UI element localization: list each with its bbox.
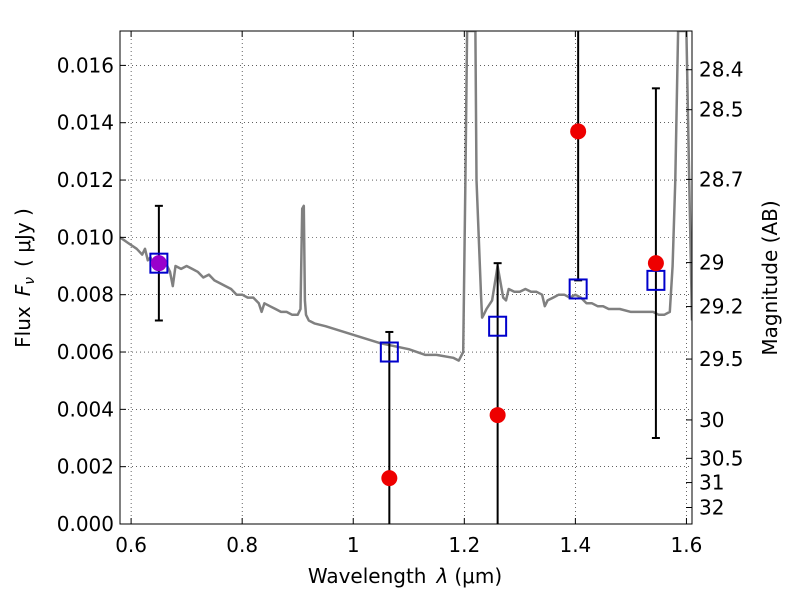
y-axis-label: Flux Fν ( μJy ) (11, 208, 38, 348)
circle-marker (381, 470, 398, 487)
y2-tick-label: 29.2 (699, 295, 744, 319)
y-tick-label: 0.010 (57, 225, 114, 249)
x-tick-label: 0.6 (115, 533, 147, 557)
y-tick-label: 0.008 (57, 283, 114, 307)
y-tick-label: 0.012 (57, 168, 114, 192)
x-axis-label-symbol: λ (436, 564, 449, 588)
spectrum-line (120, 31, 692, 362)
x-tick-label: 1.2 (448, 533, 480, 557)
square-marker (149, 252, 169, 274)
y2-tick-label: 29.5 (699, 347, 744, 371)
axis-labels: Wavelength λ (μm) Flux Fν ( μJy ) Magnitude … (11, 200, 782, 588)
y-tick-label: 0.006 (57, 340, 114, 364)
y-axis-label-subscript: ν (22, 277, 38, 285)
model-spectrum (120, 31, 692, 362)
circle-marker (570, 123, 587, 140)
y-tick-label: 0.002 (57, 455, 114, 479)
ticks: 0.6 0.8 1 1.2 1.4 1.6 0.000 0.002 0.004 0.006 0.00… (57, 31, 744, 557)
square-marker (379, 341, 399, 363)
y2-tick-label: 28.4 (699, 58, 744, 82)
y-axis-label-text: Flux (11, 306, 35, 348)
circle-marker (647, 255, 664, 272)
y2-tick-label: 32 (699, 496, 724, 520)
x-axis-label-unit: (μm) (454, 564, 502, 588)
y2-axis-label: Magnitude (AB) (758, 200, 782, 355)
circle-marker (489, 407, 506, 424)
x-tick-label: 1.6 (671, 533, 703, 557)
y2-tick-label: 29 (699, 251, 724, 275)
y-tick-label: 0.000 (57, 512, 114, 536)
y-axis-label-unit: ( μJy ) (11, 208, 35, 267)
y2-tick-label: 30.5 (699, 446, 744, 470)
y-tick-label: 0.004 (57, 397, 114, 421)
square-marker (568, 278, 588, 300)
y-tick-label: 0.014 (57, 111, 114, 135)
x-axis-label-text: Wavelength (308, 564, 427, 588)
plot-frame (119, 30, 693, 525)
y-tick-label: 0.016 (57, 53, 114, 77)
y2-tick-label: 31 (699, 471, 724, 495)
y2-tick-label: 28.7 (699, 167, 744, 191)
x-axis-label: Wavelength λ (μm) (308, 564, 502, 588)
data-markers (149, 123, 666, 487)
x-tick-label: 1.4 (559, 533, 591, 557)
x-tick-label: 0.8 (226, 533, 258, 557)
y2-tick-label: 28.5 (699, 98, 744, 122)
y2-tick-label: 30 (699, 408, 724, 432)
y-axis-label-symbol: F (11, 284, 35, 296)
circle-marker (150, 255, 167, 272)
square-marker (488, 315, 508, 337)
x-tick-label: 1 (347, 533, 360, 557)
